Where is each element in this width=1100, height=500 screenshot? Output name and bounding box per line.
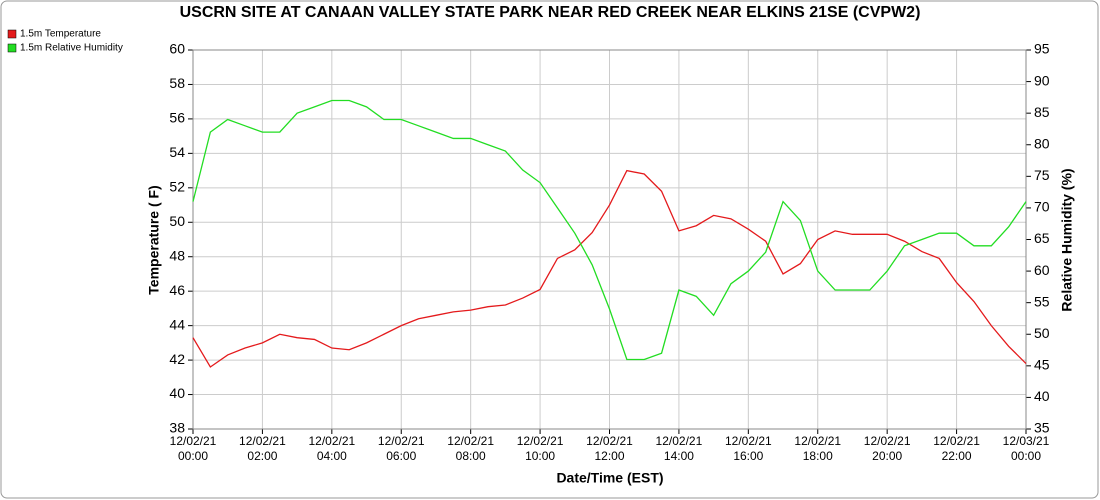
y2-tick-label: 35	[1034, 420, 1050, 436]
y-tick-label: 52	[169, 179, 185, 195]
x-tick-label: 12:00	[594, 449, 624, 463]
y2-axis-label: Relative Humidity (%)	[1059, 168, 1075, 311]
y2-tick-label: 60	[1034, 262, 1050, 278]
data-line	[192, 99, 1027, 361]
y-tick-label: 38	[169, 420, 185, 436]
y2-tick-label: 50	[1034, 325, 1050, 341]
x-tick-label: 08:00	[456, 449, 486, 463]
y-tick-label: 54	[169, 144, 185, 160]
data-line	[192, 169, 1027, 368]
x-tick-label: 12/02/21	[170, 434, 217, 448]
x-tick-label: 12/02/21	[517, 434, 564, 448]
x-tick-label: 16:00	[733, 449, 763, 463]
x-axis-label: Date/Time (EST)	[556, 470, 663, 486]
x-tick-label: 12/02/21	[586, 434, 633, 448]
x-tick-label: 12/03/21	[1003, 434, 1050, 448]
y-tick-label: 44	[169, 316, 185, 332]
y2-tick-label: 55	[1034, 293, 1050, 309]
y-tick-label: 60	[169, 41, 185, 57]
y-tick-label: 40	[169, 385, 185, 401]
x-tick-label: 00:00	[1011, 449, 1041, 463]
x-tick-label: 12/02/21	[378, 434, 425, 448]
y-axis-label: Temperature ( F)	[146, 185, 162, 294]
legend-label: 1.5m Relative Humidity	[20, 43, 123, 54]
y-tick-label: 58	[169, 75, 185, 91]
y2-tick-label: 80	[1034, 135, 1050, 151]
y2-tick-label: 65	[1034, 230, 1050, 246]
x-tick-label: 20:00	[872, 449, 902, 463]
legend-swatch	[7, 29, 17, 39]
x-tick-label: 12/02/21	[447, 434, 494, 448]
x-tick-label: 12/02/21	[656, 434, 703, 448]
plot-border	[192, 49, 1027, 430]
x-tick-label: 14:00	[664, 449, 694, 463]
x-tick-label: 12/02/21	[864, 434, 911, 448]
y2-tick-label: 90	[1034, 72, 1050, 88]
y2-tick-label: 85	[1034, 104, 1050, 120]
y-tick-label: 50	[169, 213, 185, 229]
x-tick-label: 12/02/21	[239, 434, 286, 448]
x-tick-label: 12/02/21	[933, 434, 980, 448]
y2-tick-label: 70	[1034, 199, 1050, 215]
y2-tick-label: 95	[1034, 41, 1050, 57]
y2-tick-label: 75	[1034, 167, 1050, 183]
y-tick-label: 42	[169, 351, 185, 367]
legend-label: 1.5m Temperature	[20, 29, 101, 40]
x-tick-label: 18:00	[803, 449, 833, 463]
y-tick-label: 46	[169, 282, 185, 298]
chart-title: USCRN SITE AT CANAAN VALLEY STATE PARK N…	[180, 4, 921, 21]
x-tick-label: 10:00	[525, 449, 555, 463]
y2-tick-label: 45	[1034, 357, 1050, 373]
x-tick-label: 00:00	[178, 449, 208, 463]
y-tick-label: 48	[169, 247, 185, 263]
x-tick-label: 04:00	[317, 449, 347, 463]
x-tick-label: 12/02/21	[725, 434, 772, 448]
x-tick-label: 06:00	[386, 449, 416, 463]
x-tick-label: 02:00	[247, 449, 277, 463]
y2-tick-label: 40	[1034, 388, 1050, 404]
y-tick-label: 56	[169, 110, 185, 126]
legend-swatch	[7, 43, 17, 53]
x-tick-label: 22:00	[942, 449, 972, 463]
x-tick-label: 12/02/21	[794, 434, 841, 448]
x-tick-label: 12/02/21	[308, 434, 355, 448]
